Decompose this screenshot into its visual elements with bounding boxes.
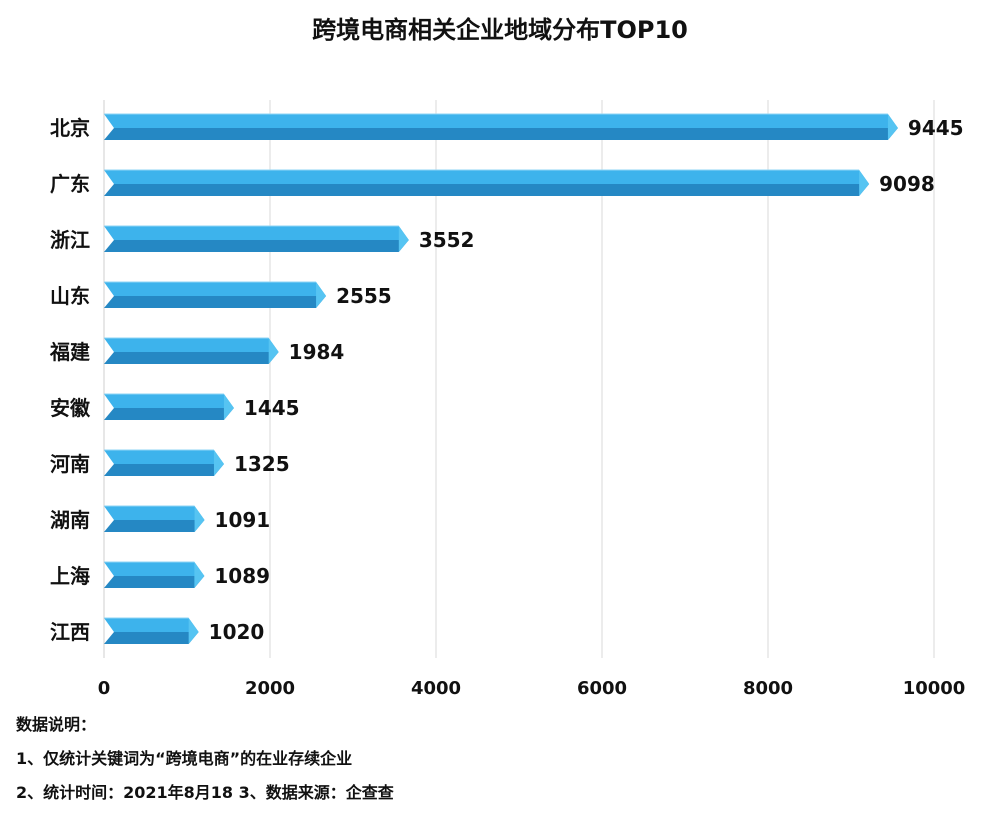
bar-shade xyxy=(104,128,898,140)
bar xyxy=(104,338,279,352)
bar xyxy=(104,394,234,408)
bar-cap xyxy=(268,338,279,364)
bar-shade xyxy=(104,520,205,532)
bar xyxy=(104,226,409,240)
data-label: 1020 xyxy=(209,620,265,644)
category-label: 福建 xyxy=(49,340,90,364)
category-label: 浙江 xyxy=(50,228,90,252)
bar xyxy=(104,562,205,576)
data-label: 2555 xyxy=(336,284,392,308)
x-tick-label: 8000 xyxy=(743,678,793,699)
bar-shade xyxy=(104,184,870,196)
data-label: 1445 xyxy=(244,396,300,420)
bar xyxy=(104,282,327,296)
x-tick-label: 4000 xyxy=(411,678,461,699)
chart-title: 跨境电商相关企业地域分布TOP10 xyxy=(312,16,688,44)
x-tick-label: 0 xyxy=(98,678,111,699)
bar-cap xyxy=(188,618,199,644)
notes-line-1: 1、仅统计关键词为“跨境电商”的在业存续企业 xyxy=(16,749,353,768)
bar-cap xyxy=(213,450,224,476)
bar-cap xyxy=(316,282,327,308)
category-label: 广东 xyxy=(50,172,90,196)
data-notes: 数据说明： 1、仅统计关键词为“跨境电商”的在业存续企业 2、统计时间：2021… xyxy=(16,708,394,810)
bar-cap xyxy=(223,394,234,420)
data-label: 1984 xyxy=(289,340,345,364)
bar xyxy=(104,450,224,464)
bar xyxy=(104,114,898,128)
category-label: 山东 xyxy=(50,284,90,308)
bar-shade xyxy=(104,632,199,644)
category-label: 河南 xyxy=(50,452,90,476)
x-tick-label: 6000 xyxy=(577,678,627,699)
data-label: 9098 xyxy=(879,172,935,196)
bar-cap xyxy=(398,226,409,252)
data-label: 3552 xyxy=(419,228,475,252)
x-tick-label: 10000 xyxy=(903,678,966,699)
bar xyxy=(104,506,205,520)
bar-shade xyxy=(104,464,224,476)
category-label: 安徽 xyxy=(50,396,91,420)
data-label: 1325 xyxy=(234,452,290,476)
bar-cap xyxy=(194,562,205,588)
x-tick-label: 2000 xyxy=(245,678,295,699)
notes-heading: 数据说明： xyxy=(16,715,97,734)
bar-chart: 0 2000 4000 6000 8000 10000 北京 9445 广东 9098 浙江 3552… xyxy=(49,100,966,699)
category-label: 北京 xyxy=(50,116,90,140)
bar-cap xyxy=(194,506,205,532)
bar-shade xyxy=(104,240,409,252)
data-label: 1089 xyxy=(214,564,270,588)
bar-shade xyxy=(104,352,279,364)
notes-line-2: 2、统计时间：2021年8月18 3、数据来源：企查查 xyxy=(16,783,394,802)
bar-cap xyxy=(859,170,870,196)
bar xyxy=(104,618,199,632)
bar-cap xyxy=(887,114,898,140)
bar xyxy=(104,170,870,184)
data-label: 1091 xyxy=(215,508,271,532)
data-label: 9445 xyxy=(908,116,964,140)
category-label: 湖南 xyxy=(50,508,90,532)
category-label: 江西 xyxy=(50,620,90,644)
bar-shade xyxy=(104,576,205,588)
category-label: 上海 xyxy=(50,564,90,588)
bar-shade xyxy=(104,296,327,308)
bar-shade xyxy=(104,408,234,420)
